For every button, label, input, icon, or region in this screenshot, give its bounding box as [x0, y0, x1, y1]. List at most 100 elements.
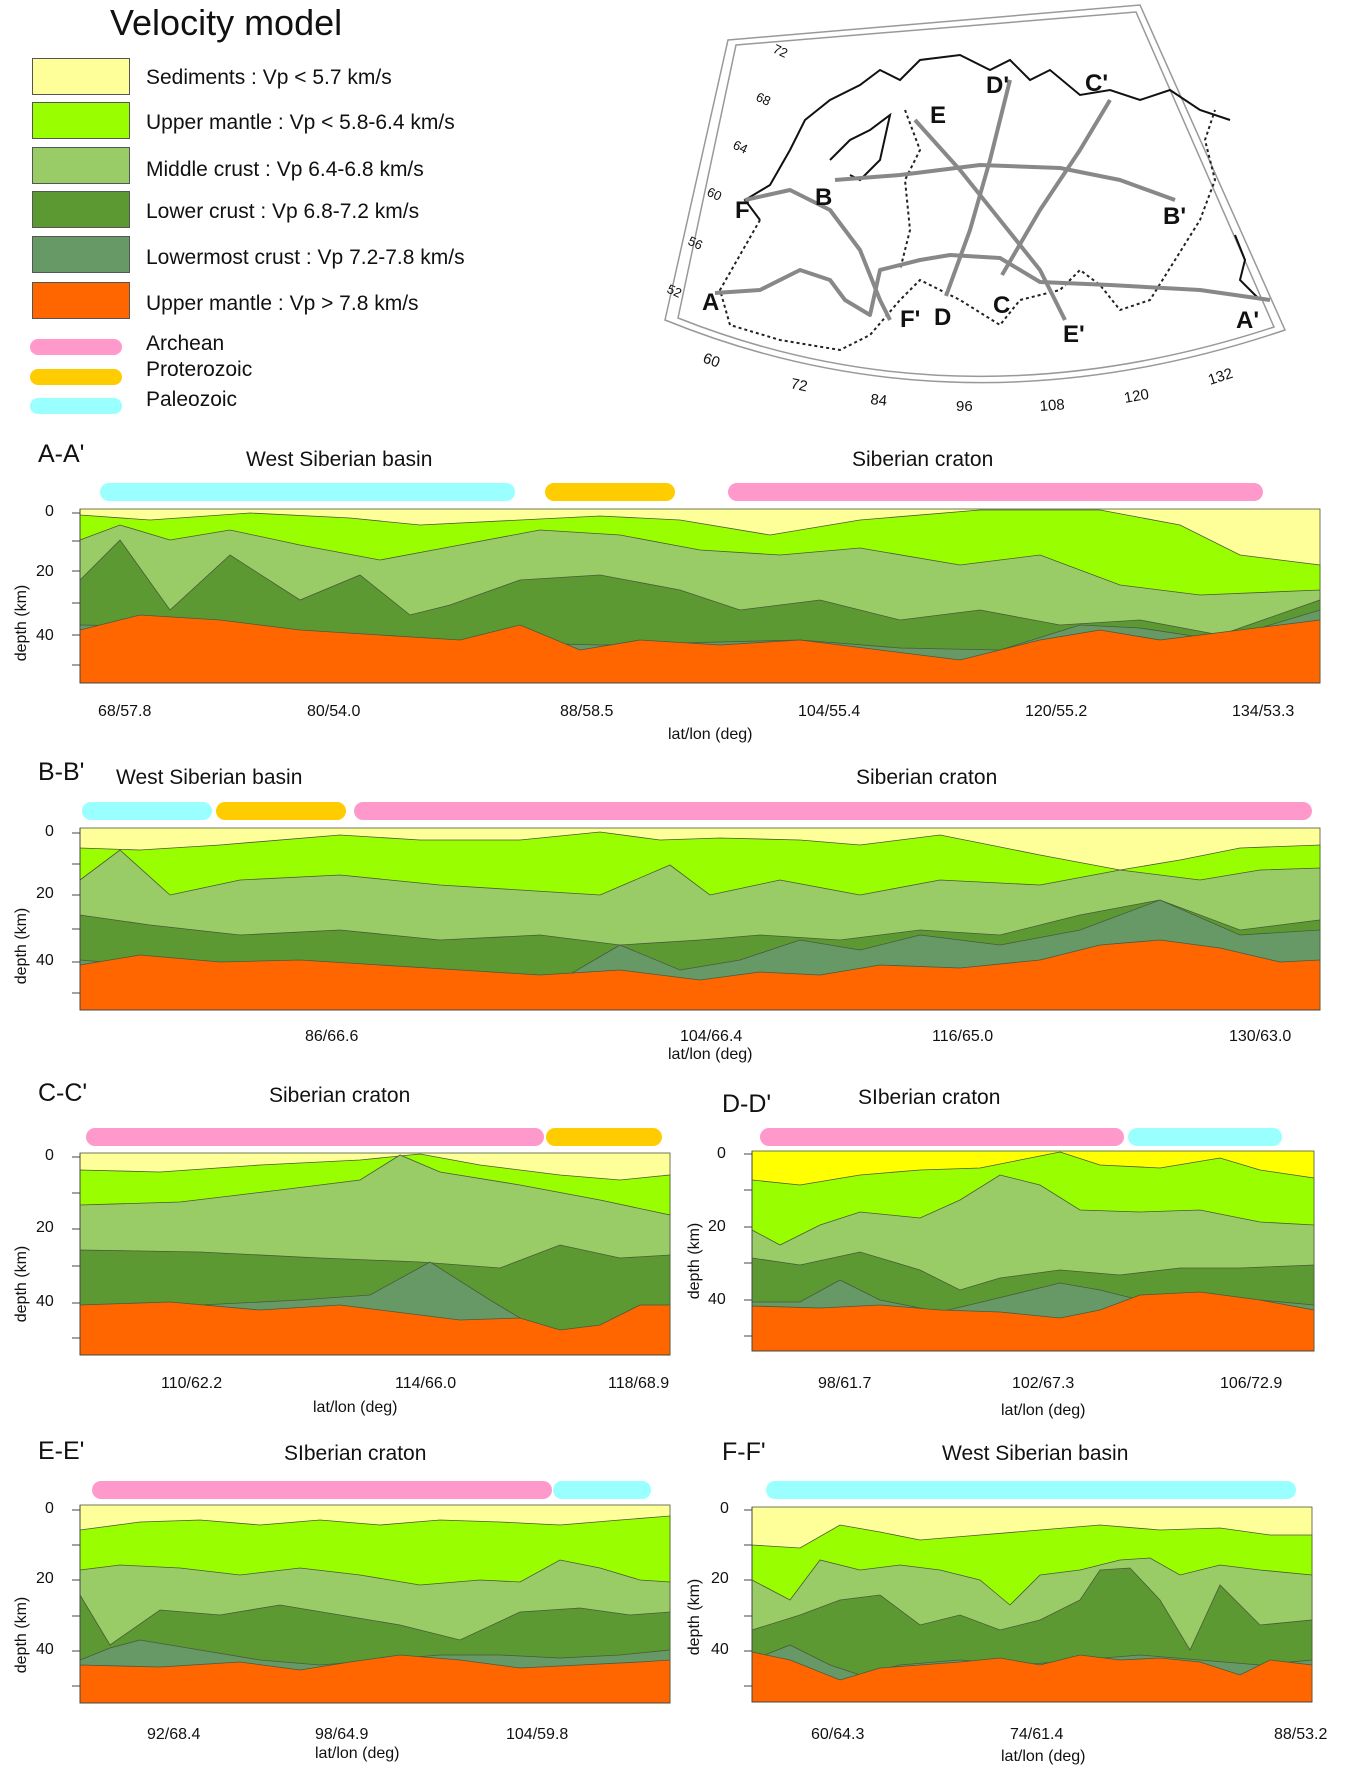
layer-upper-mantle-high — [751, 1291, 1315, 1352]
x-axis-label: lat/lon (deg) — [1001, 1748, 1086, 1765]
map-label-b-prime: B' — [1163, 203, 1186, 230]
map-lat-68: 68 — [754, 89, 773, 109]
map-lon-60: 60 — [701, 350, 722, 372]
x-tick-label: 118/68.9 — [608, 1375, 670, 1392]
panel-title: A-A' — [38, 440, 85, 468]
region-label-siberian-craton: Siberian craton — [269, 1084, 411, 1107]
map-craton-boundary — [718, 109, 1217, 352]
map-label-c: C — [993, 292, 1010, 319]
map-label-f: F — [735, 197, 750, 224]
x-tick-label: 110/62.2 — [161, 1375, 223, 1392]
x-tick-label: 68/57.8 — [98, 703, 152, 720]
map-label-f-prime: F' — [900, 306, 920, 333]
panel-title: B-B' — [38, 758, 85, 786]
axes — [72, 1505, 670, 1704]
legend-label-proterozoic: Proterozoic — [146, 358, 253, 381]
age-bars — [92, 1481, 651, 1499]
axes — [72, 828, 1320, 1011]
depth-tick-label: 20 — [36, 1219, 54, 1236]
map-label-a-prime: A' — [1236, 307, 1259, 334]
legend-label-paleozoic: Paleozoic — [146, 388, 238, 411]
layer-upper-mantle-high — [79, 614, 1321, 684]
depth-tick-label: 0 — [720, 1500, 729, 1517]
x-tick-label: 60/64.3 — [811, 1726, 865, 1743]
x-tick-label: 86/66.6 — [305, 1028, 359, 1045]
location-map: 72 68 64 60 56 52 60 72 84 96 108 120 13… — [664, 4, 1287, 415]
velocity-section — [79, 508, 1321, 684]
depth-tick-label: 40 — [36, 952, 54, 969]
map-lon-96: 96 — [956, 398, 973, 415]
legend-label-upper-mantle-high: Upper mantle : Vp > 7.8 km/s — [146, 292, 419, 315]
map-lat-72: 72 — [771, 41, 790, 61]
depth-tick-label: 20 — [708, 1218, 726, 1235]
region-label-west-siberian-basin: West Siberian basin — [116, 766, 303, 789]
map-lon-72: 72 — [789, 375, 809, 395]
depth-tick-label: 40 — [36, 1641, 54, 1658]
depth-tick-label: 0 — [45, 1147, 54, 1164]
map-label-d: D — [934, 304, 951, 331]
region-label-west-siberian-basin: West Siberian basin — [246, 448, 433, 471]
age-bars — [100, 483, 1263, 501]
axes — [744, 1151, 1314, 1352]
legend-label-upper-mantle-low: Upper mantle : Vp < 5.8-6.4 km/s — [146, 111, 455, 134]
age-bar-paleozoic — [82, 802, 212, 820]
axes — [72, 509, 1320, 684]
map-lon-84: 84 — [870, 391, 888, 410]
map-label-a: A — [702, 289, 719, 316]
map-label-d-prime: D' — [986, 72, 1009, 99]
age-bars — [86, 1128, 662, 1146]
depth-tick-label: 40 — [36, 1293, 54, 1310]
legend-swatch-lower-crust — [32, 191, 130, 228]
x-tick-label: 104/59.8 — [506, 1726, 569, 1743]
map-lon-labels: 60 72 84 96 108 120 132 — [701, 350, 1235, 415]
x-axis-label: lat/lon (deg) — [315, 1745, 400, 1762]
velocity-section — [79, 1504, 671, 1704]
legend-label-archean: Archean — [146, 332, 225, 355]
legend-title: Velocity model — [110, 2, 343, 43]
depth-tick-label: 0 — [717, 1145, 726, 1162]
x-tick-label: 114/66.0 — [395, 1375, 457, 1392]
depth-tick-label: 40 — [36, 627, 54, 644]
depth-tick-label: 20 — [36, 1570, 54, 1587]
legend-swatch-upper-mantle-high — [32, 282, 130, 319]
depth-tick-label: 20 — [711, 1570, 729, 1587]
panel-title: E-E' — [38, 1437, 85, 1465]
region-label-west-siberian-basin: West Siberian basin — [942, 1442, 1129, 1465]
map-label-c-prime: C' — [1085, 70, 1108, 97]
map-lat-56: 56 — [686, 233, 705, 253]
layer-upper-mantle-high — [79, 1301, 671, 1356]
x-axis-label: lat/lon (deg) — [313, 1399, 398, 1416]
region-label-siberian-craton: SIberian craton — [284, 1442, 427, 1465]
map-label-b: B — [815, 184, 832, 211]
age-bar-archean — [86, 1128, 544, 1146]
velocity-section — [79, 1152, 671, 1356]
age-bar-archean — [728, 483, 1263, 501]
map-label-e: E — [930, 102, 946, 129]
depth-tick-label: 20 — [36, 563, 54, 580]
legend-pill-paleozoic — [30, 398, 122, 414]
age-bar-paleozoic — [1128, 1128, 1282, 1146]
map-lon-120: 120 — [1123, 386, 1151, 407]
legend-pill-proterozoic — [30, 369, 122, 385]
panel-title: D-D' — [722, 1090, 772, 1118]
map-lon-132: 132 — [1206, 365, 1235, 389]
legend-pill-archean — [30, 339, 122, 355]
depth-tick-label: 0 — [45, 823, 54, 840]
x-tick-label: 80/54.0 — [307, 703, 361, 720]
velocity-section — [79, 827, 1321, 1011]
age-bar-proterozoic — [216, 802, 346, 820]
x-tick-label: 98/61.7 — [818, 1375, 872, 1392]
legend-label-lower-crust: Lower crust : Vp 6.8-7.2 km/s — [146, 200, 420, 223]
legend-swatch-upper-mantle-low — [32, 102, 130, 139]
legend-swatch-middle-crust — [32, 147, 130, 184]
x-tick-label: 88/58.5 — [560, 703, 614, 720]
age-bars — [766, 1481, 1296, 1499]
age-bar-archean — [760, 1128, 1124, 1146]
legend-swatch-lowermost-crust — [32, 236, 130, 273]
region-label-siberian-craton: Siberian craton — [852, 448, 994, 471]
x-tick-label: 130/63.0 — [1229, 1028, 1292, 1045]
